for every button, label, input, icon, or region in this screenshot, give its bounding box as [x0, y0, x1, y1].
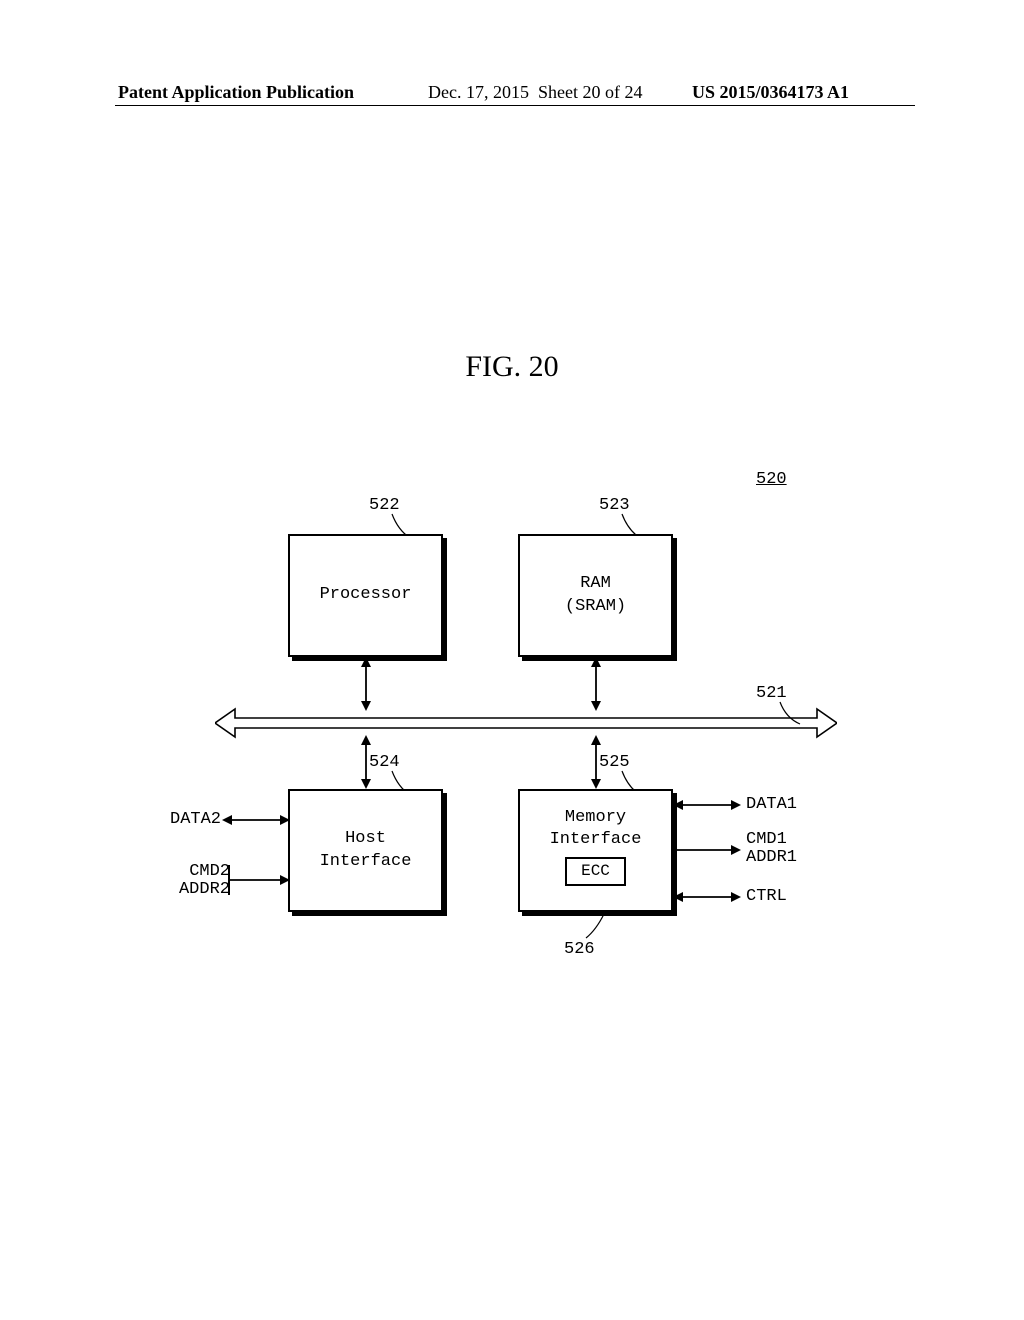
header-publication: Patent Application Publication [118, 82, 354, 103]
conn-processor-bus [358, 657, 374, 711]
leader-bus [778, 700, 808, 730]
conn-ram-bus [588, 657, 604, 711]
arrow-cmd2 [230, 873, 290, 887]
label-ram2: (SRAM) [565, 596, 626, 618]
arrow-data1 [673, 798, 741, 812]
ref-system: 520 [756, 470, 787, 489]
arrow-ctrl [673, 890, 741, 904]
header-divider [115, 105, 915, 106]
label-processor: Processor [320, 584, 412, 606]
figure-title: FIG. 20 [0, 350, 1024, 384]
header-pubnum: US 2015/0364173 A1 [692, 82, 849, 103]
label-hostif1: Host [345, 828, 386, 850]
tick-cmd2 [228, 865, 230, 895]
header-date-sheet: Dec. 17, 2015 Sheet 20 of 24 [428, 82, 642, 103]
sig-ctrl: CTRL [746, 887, 787, 907]
label-ram1: RAM [580, 573, 611, 595]
label-memif1: Memory [565, 807, 626, 829]
header-date: Dec. 17, 2015 [428, 82, 529, 102]
sig-addr1: ADDR1 [746, 848, 797, 868]
sig-data2: DATA2 [170, 810, 221, 830]
block-diagram: 520 522 Processor 523 RAM (SRAM) 521 [170, 470, 870, 1000]
sig-data1: DATA1 [746, 795, 797, 815]
ref-ecc: 526 [564, 940, 595, 959]
arrow-cmd1 [673, 843, 741, 857]
block-ram: RAM (SRAM) [518, 534, 673, 657]
leader-ecc [584, 912, 614, 942]
arrow-data2 [222, 813, 290, 827]
header-sheet: Sheet 20 of 24 [538, 82, 642, 102]
bus [215, 707, 837, 739]
block-memif: Memory Interface ECC [518, 789, 673, 912]
label-hostif2: Interface [320, 851, 412, 873]
label-memif2: Interface [550, 829, 642, 851]
block-hostif: Host Interface [288, 789, 443, 912]
block-processor: Processor [288, 534, 443, 657]
sig-addr2: ADDR2 [170, 880, 230, 900]
ecc-box: ECC [565, 857, 626, 886]
